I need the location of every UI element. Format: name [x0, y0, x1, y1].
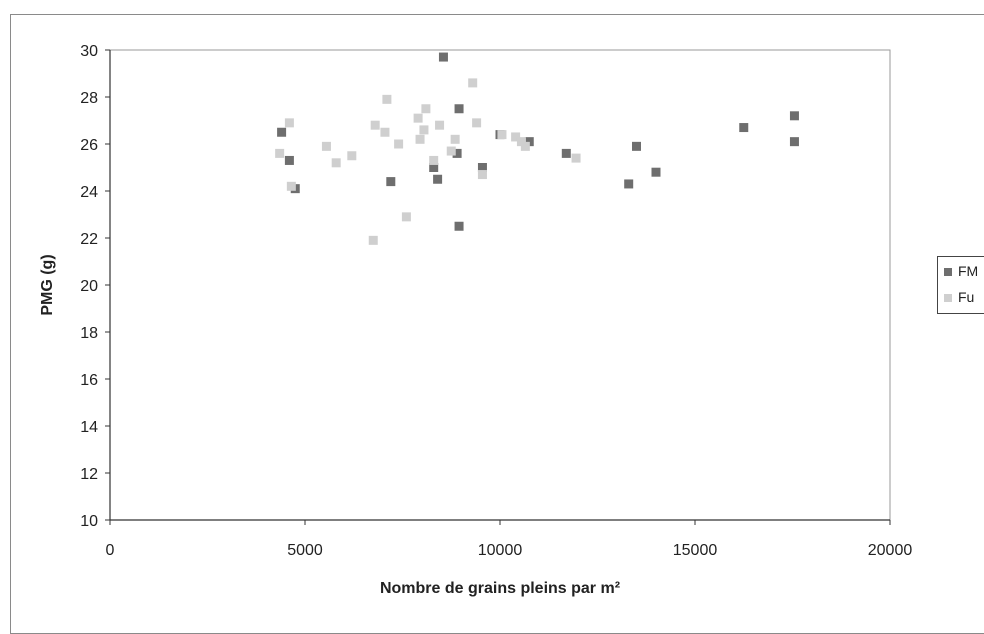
- data-point-fu: [368, 235, 378, 245]
- data-point-fu: [382, 94, 392, 104]
- data-point-fu: [394, 139, 404, 149]
- data-point-fm: [438, 52, 448, 62]
- data-point-fm: [452, 148, 462, 158]
- legend-label-fu: Fu: [958, 289, 975, 305]
- data-point-fu: [429, 155, 439, 165]
- y-tick-label: 22: [80, 231, 98, 248]
- data-point-fm: [454, 221, 464, 231]
- data-point-fm: [789, 111, 799, 121]
- x-tick-label: 10000: [478, 542, 523, 559]
- data-point-fm: [561, 148, 571, 158]
- data-point-fu: [520, 141, 530, 151]
- x-axis-ticks: 0 5000 10000 15000 20000: [106, 520, 913, 559]
- x-tick-label: 20000: [868, 542, 913, 559]
- data-point-fu: [331, 158, 341, 168]
- x-tick-label: 15000: [673, 542, 718, 559]
- x-tick-label: 0: [106, 542, 115, 559]
- legend-item-fm: FM: [944, 263, 978, 279]
- data-point-fu: [321, 141, 331, 151]
- data-point-fm: [651, 167, 661, 177]
- data-point-fu: [571, 153, 581, 163]
- data-points: [275, 52, 799, 245]
- data-point-fu: [419, 125, 429, 135]
- data-point-fu: [511, 132, 521, 142]
- data-point-fm: [477, 163, 487, 172]
- data-point-fm: [624, 179, 634, 189]
- data-point-fm: [789, 137, 799, 147]
- data-point-fu: [477, 170, 487, 180]
- data-point-fm: [632, 141, 641, 151]
- data-point-fm: [386, 177, 396, 187]
- data-point-fm: [433, 174, 443, 184]
- data-point-fu: [497, 130, 507, 140]
- data-point-fu: [370, 120, 380, 130]
- data-point-fu: [450, 134, 460, 144]
- data-point-fu: [347, 151, 357, 161]
- y-tick-label: 18: [80, 325, 98, 342]
- data-point-fu: [415, 134, 425, 144]
- legend-label-fm: FM: [958, 263, 979, 279]
- y-tick-label: 16: [80, 372, 98, 389]
- data-point-fu: [284, 118, 294, 128]
- y-axis-title: PMG (g): [39, 254, 56, 315]
- x-tick-label: 5000: [287, 542, 323, 559]
- data-point-fu: [286, 181, 296, 191]
- data-point-fm: [277, 127, 287, 137]
- data-point-fu: [516, 137, 526, 147]
- legend-swatch-fu: [944, 294, 952, 303]
- data-point-fu: [401, 212, 411, 222]
- y-tick-label: 26: [80, 137, 98, 154]
- y-tick-label: 24: [80, 184, 98, 201]
- y-axis-ticks: 10 12 14 16 18 20 22 24 26 28 30: [80, 43, 110, 530]
- y-tick-label: 28: [80, 90, 98, 107]
- legend-swatch-fm: [944, 268, 952, 277]
- plot-area: [109, 49, 891, 521]
- legend-item-fu: Fu: [944, 289, 974, 305]
- y-tick-label: 12: [80, 466, 98, 483]
- y-tick-label: 20: [80, 278, 98, 295]
- x-axis-title: Nombre de grains pleins par m²: [380, 580, 620, 597]
- data-point-fu: [472, 118, 482, 128]
- data-point-fu: [413, 113, 423, 123]
- data-point-fu: [446, 146, 456, 156]
- data-point-fu: [421, 104, 431, 114]
- data-point-fu: [275, 148, 285, 158]
- data-point-fu: [435, 120, 445, 130]
- y-tick-label: 30: [80, 43, 98, 60]
- data-point-fu: [468, 78, 478, 88]
- y-tick-label: 10: [80, 513, 98, 530]
- data-point-fu: [380, 127, 390, 137]
- data-point-fm: [284, 155, 294, 165]
- scatter-chart: 0 5000 10000 15000 20000 10 12 14 16 18 20 22 24 26 2…: [39, 43, 913, 597]
- data-point-fm: [429, 163, 439, 172]
- data-point-fm: [739, 123, 749, 133]
- legend: FM Fu: [937, 256, 984, 314]
- data-point-fm: [524, 137, 534, 147]
- data-point-fm: [454, 104, 464, 114]
- y-tick-label: 14: [80, 419, 98, 436]
